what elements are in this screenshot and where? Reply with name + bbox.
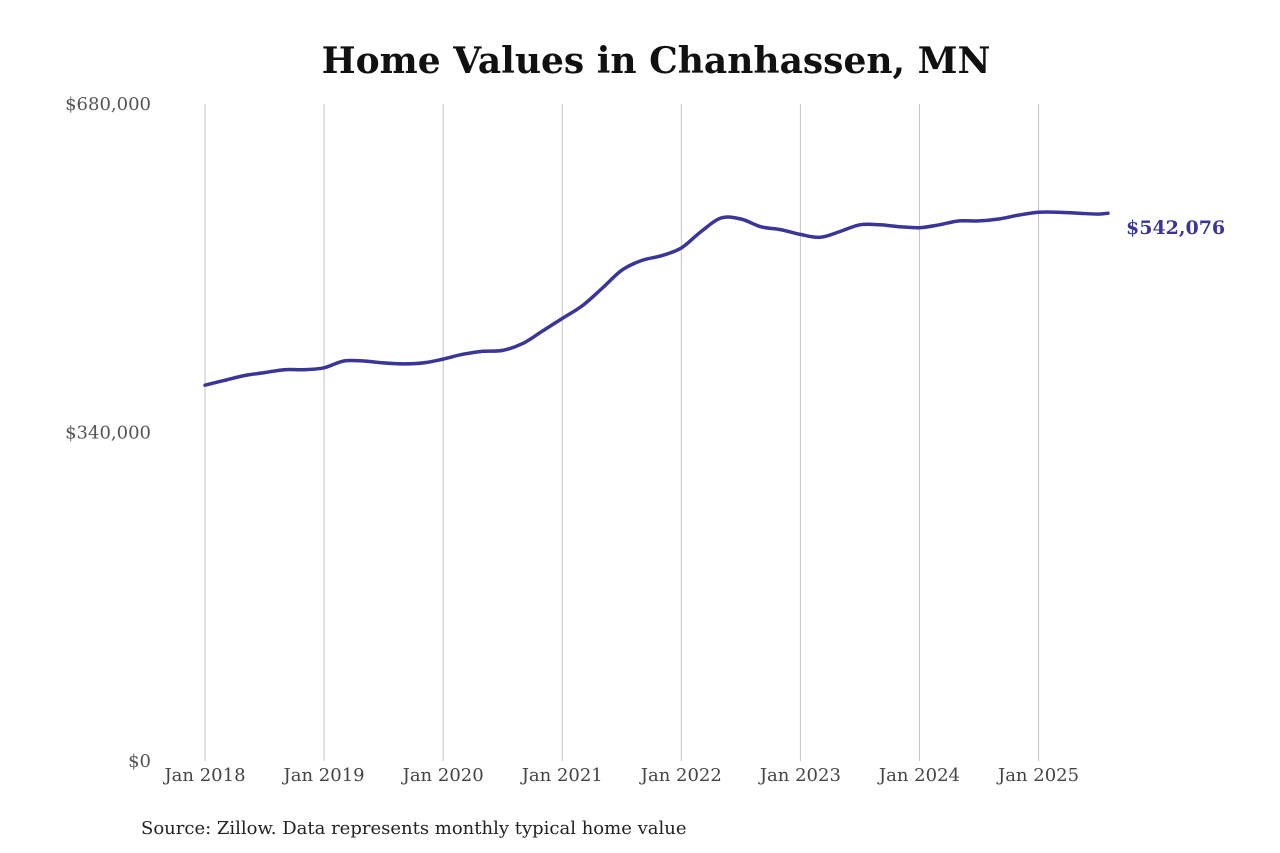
y-tick-label: $0 — [128, 751, 151, 772]
x-tick-label: Jan 2022 — [639, 765, 722, 786]
x-tick-label: Jan 2023 — [758, 765, 841, 786]
x-tick-label: Jan 2018 — [162, 765, 245, 786]
vertical-gridlines — [204, 104, 1040, 761]
source-note: Source: Zillow. Data represents monthly … — [141, 818, 687, 839]
latest-value-label: $542,076 — [1126, 217, 1225, 239]
x-tick-label: Jan 2019 — [282, 765, 365, 786]
x-axis: Jan 2018 Jan 2019 Jan 2020 Jan 2021 Jan 2022… — [162, 765, 1079, 786]
series-layer — [203, 210, 1110, 387]
x-tick-label: Jan 2021 — [520, 765, 603, 786]
y-tick-label: $340,000 — [65, 423, 151, 444]
series-line-0 — [203, 210, 1110, 387]
y-axis: $0 $340,000 $680,000 — [65, 94, 151, 772]
x-tick-label: Jan 2025 — [996, 765, 1079, 786]
y-tick-label: $680,000 — [65, 94, 151, 115]
chart-title: Home Values in Chanhassen, MN — [322, 40, 991, 82]
x-tick-label: Jan 2024 — [877, 765, 960, 786]
x-tick-label: Jan 2020 — [401, 765, 484, 786]
